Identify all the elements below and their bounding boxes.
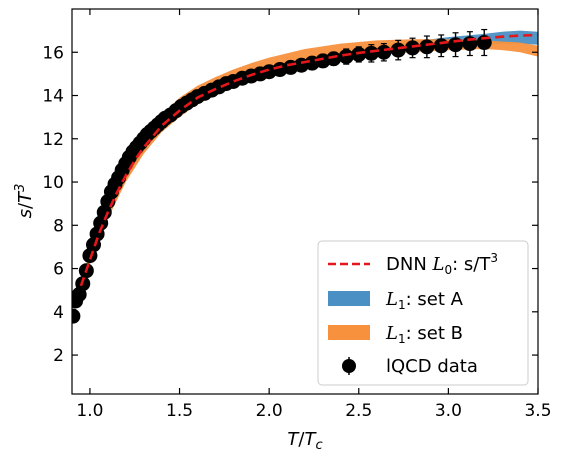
x-tick-label: 2.0	[256, 401, 283, 421]
y-axis-label: s/T3	[13, 184, 36, 219]
lqcd-marker	[338, 49, 354, 65]
lqcd-point	[72, 308, 81, 324]
lqcd-point	[351, 46, 367, 63]
dnn-line	[79, 33, 538, 287]
x-axis-label: T/Tc	[287, 429, 322, 453]
y-tick-label: 2	[53, 346, 64, 366]
x-tick-label: 2.5	[345, 401, 372, 421]
dnn-curve	[79, 33, 538, 287]
legend-swatch-set-a	[328, 291, 370, 306]
legend-swatch-lqcd-marker	[342, 359, 356, 373]
y-tick-label: 8	[53, 216, 64, 236]
x-axis-ticks: 1.0 1.5 2.0 2.5 3.0 3.5	[76, 9, 552, 421]
y-tick-label: 16	[42, 43, 64, 63]
y-tick-label: 4	[53, 303, 64, 323]
y-tick-label: 14	[42, 87, 64, 107]
lqcd-marker	[390, 42, 406, 58]
x-tick-label: 1.0	[76, 401, 103, 421]
y-tick-label: 6	[53, 260, 64, 280]
lqcd-marker	[405, 40, 421, 56]
lqcd-point	[390, 39, 406, 61]
lqcd-marker	[376, 44, 392, 60]
lqcd-marker	[351, 46, 367, 62]
legend-label-set-a: L1: set A	[385, 289, 464, 312]
x-tick-label: 3.0	[435, 401, 462, 421]
legend-swatch-set-b	[328, 325, 370, 340]
legend-label-dnn: DNN L0: s/T3	[386, 251, 498, 277]
legend-label-set-b: L1: set B	[385, 323, 463, 346]
legend-entry-lqcd: lQCD data	[342, 356, 478, 377]
x-tick-label: 3.5	[524, 401, 551, 421]
lqcd-marker	[326, 51, 342, 67]
legend-entry-set-b: L1: set B	[328, 323, 463, 346]
y-tick-label: 12	[42, 130, 64, 150]
y-tick-label: 10	[42, 173, 64, 193]
lqcd-point	[363, 44, 379, 63]
legend: DNN L0: s/T3 L1: set A L1: set B lQCD da…	[317, 240, 529, 386]
x-tick-label: 1.5	[166, 401, 193, 421]
legend-label-lqcd: lQCD data	[386, 356, 478, 377]
lqcd-point	[326, 51, 342, 67]
lqcd-marker	[363, 45, 379, 61]
y-axis-ticks: 2 4 6 8 10 12 14 16	[42, 43, 538, 366]
lqcd-marker	[433, 38, 449, 54]
legend-entry-dnn: DNN L0: s/T3	[328, 251, 498, 277]
legend-frame	[317, 240, 529, 386]
lqcd-marker	[72, 308, 81, 324]
lqcd-point	[405, 37, 421, 59]
lqcd-marker	[419, 39, 435, 55]
plot-frame	[71, 8, 539, 395]
lqcd-point	[338, 48, 354, 65]
legend-entry-set-a: L1: set A	[328, 289, 464, 312]
